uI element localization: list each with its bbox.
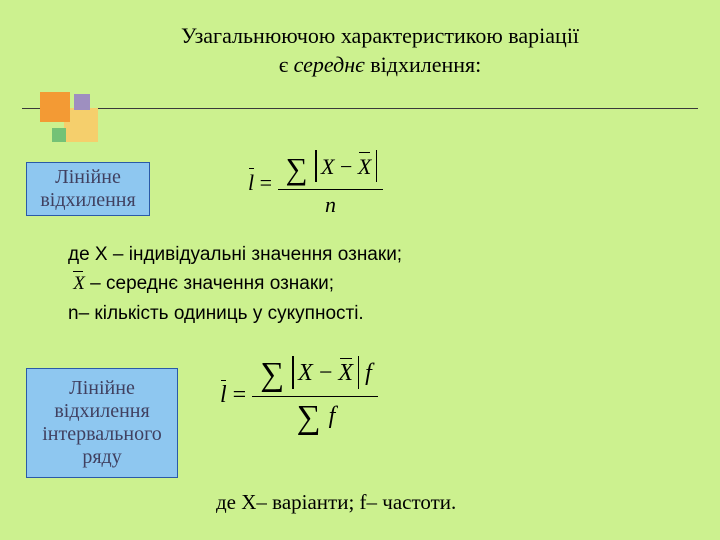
formula2-lhs: l (220, 380, 227, 409)
square-green (52, 128, 66, 142)
formula1-den: n (278, 190, 384, 218)
formula2-num-f: f (365, 360, 372, 386)
formula2-Xbar: X (338, 358, 353, 387)
foot-pre: де (216, 490, 241, 514)
formula2-den-f: f (329, 403, 336, 429)
formula2-minus: − (319, 360, 339, 386)
legend-l1-rest: індивідуальні значення ознаки; (129, 244, 402, 265)
formula2-eq: = (233, 382, 253, 408)
square-orange (40, 92, 70, 122)
formula2-abs: X − X (292, 358, 359, 387)
sigma-icon: ∑ (260, 356, 284, 394)
foot-f: f– частоти. (360, 490, 457, 514)
formula-linear-deviation: l = ∑ X − X n (248, 152, 383, 218)
foot-x: Х– варіанти; (241, 490, 354, 514)
decorative-squares (40, 92, 110, 150)
formula1-lhs: l (248, 168, 254, 196)
formula2-X: X (298, 360, 313, 386)
foot-legend: де Х– варіанти; f– частоти. (216, 490, 456, 515)
title-line2-prefix: є (279, 52, 294, 77)
box2-line2: відхилення (54, 400, 149, 422)
legend-block: де Х – індивідуальні значення ознаки; X … (68, 240, 402, 328)
title-line1: Узагальнюючою характеристикою варіації (181, 23, 579, 48)
slide-title: Узагальнюючою характеристикою варіації є… (150, 22, 610, 79)
box2-line1: Лінійне (69, 377, 135, 399)
formula1-fraction: ∑ X − X n (278, 152, 384, 218)
legend-l2-rest: – середнє значення ознаки; (85, 273, 334, 294)
legend-l1-pre: де Х – (68, 244, 129, 265)
legend-xbar: X (73, 269, 85, 298)
square-purple (74, 94, 90, 110)
box1-line1: Лінійне (55, 166, 121, 188)
sigma-icon: ∑ (297, 399, 321, 437)
formula2-fraction: ∑ X − X f ∑ f (252, 356, 378, 437)
box2-line3: інтервального (42, 423, 162, 445)
legend-line1: де Х – індивідуальні значення ознаки; (68, 240, 402, 269)
formula1-abs: X − X (315, 152, 377, 180)
formula1-minus: − (340, 154, 358, 179)
legend-line2: X – середнє значення ознаки; (68, 269, 402, 298)
label-box-linear-deviation: Лінійне відхилення (26, 162, 150, 216)
formula-interval-deviation: l = ∑ X − X f ∑ f (220, 356, 378, 437)
label-box-interval-deviation: Лінійне відхилення інтервального ряду (26, 368, 178, 478)
legend-line3: n– кількість одиниць у сукупності. (68, 299, 402, 328)
sigma-icon: ∑ (286, 152, 308, 187)
horizontal-divider (22, 108, 698, 109)
formula1-Xbar: X (358, 152, 371, 180)
formula1-eq: = (260, 170, 278, 195)
box2-line4: ряду (82, 446, 121, 468)
title-line2-italic: середнє (294, 52, 365, 77)
formula1-X: X (321, 154, 334, 179)
box1-line2: відхилення (40, 189, 135, 211)
title-line2-suffix: відхилення: (365, 52, 482, 77)
